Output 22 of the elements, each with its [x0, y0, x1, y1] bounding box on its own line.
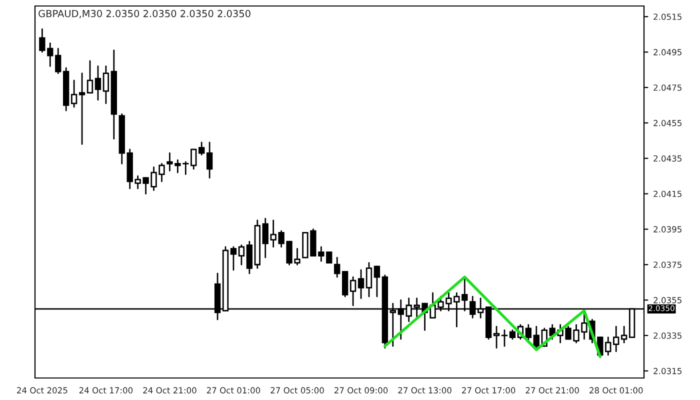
y-tick-label: 2.0515: [654, 14, 682, 20]
y-tick-label: 2.0455: [654, 120, 682, 126]
x-tick-label: 27 Oct 09:00: [334, 387, 388, 394]
x-tick-label: 27 Oct 17:00: [462, 387, 516, 394]
x-tick-label: 24 Oct 17:00: [79, 387, 133, 394]
x-tick-label: 27 Oct 21:00: [526, 387, 579, 394]
x-tick-label: 27 Oct 13:00: [398, 387, 452, 394]
x-tick-label: 24 Oct 2025: [17, 387, 68, 394]
x-tick-label: 27 Oct 01:00: [206, 387, 260, 394]
x-tick-label: 27 Oct 05:00: [270, 387, 324, 394]
y-tick-label: 2.0355: [654, 297, 682, 304]
y-tick-label: 2.0495: [654, 49, 682, 56]
y-tick-label: 2.0415: [654, 190, 682, 198]
y-tick-label: 2.0435: [654, 155, 682, 162]
y-tick-label: 2.0475: [654, 84, 682, 91]
chart-title: GBPAUD,M30 2.0350 2.0350 2.0350 2.0350: [38, 10, 250, 18]
y-tick-label: 2.0395: [654, 226, 682, 232]
x-tick-label: 24 Oct 21:00: [143, 387, 196, 394]
y-tick-label: 2.0375: [654, 262, 682, 268]
y-tick-label: 2.0335: [654, 332, 682, 339]
x-tick-label: 28 Oct 01:00: [590, 387, 643, 394]
y-tick-label: 2.0315: [654, 368, 682, 374]
